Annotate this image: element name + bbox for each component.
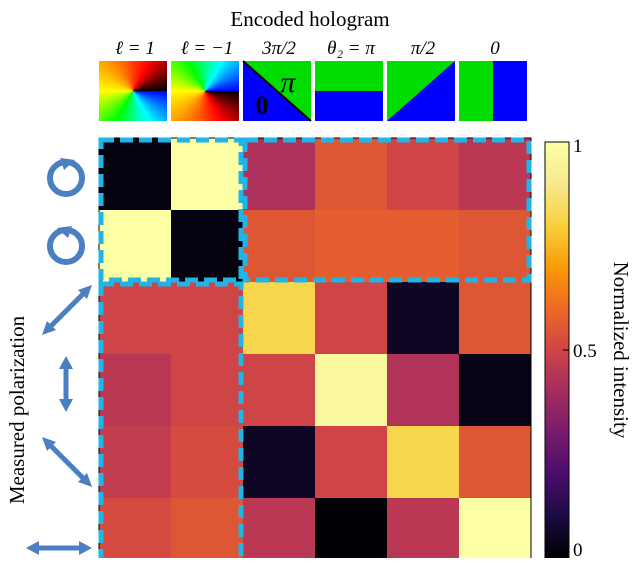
- heatmap-cell: [459, 282, 532, 355]
- colorbar-ticks: 10.50: [563, 136, 597, 561]
- heatmap-cell: [99, 138, 172, 211]
- heatmap-cell: [387, 210, 460, 283]
- heatmap-cell: [459, 426, 532, 499]
- heatmap-cell: [315, 138, 388, 211]
- heatmap-cell: [99, 426, 172, 499]
- column-label: θ₂ = π: [327, 38, 375, 59]
- column-labels: ℓ = 1 ℓ = −1 3π/2 θ₂ = π π/2 0: [115, 38, 500, 59]
- highlight-box: [98, 281, 244, 563]
- heatmap-cells: [98, 137, 532, 563]
- column-label: 3π/2: [261, 38, 296, 59]
- heatmap-cell: [315, 498, 388, 563]
- column-label: ℓ = −1: [181, 38, 234, 59]
- heatmap-cell: [387, 282, 460, 355]
- hologram-pi-2: [387, 61, 455, 121]
- colorbar-tick-label: 1: [573, 136, 583, 157]
- right-circular-polarization-icon: [47, 158, 85, 197]
- heatmap-cell: [243, 210, 316, 283]
- hologram-3pi-2: π 0: [242, 60, 312, 122]
- heatmap-cell: [99, 498, 172, 563]
- highlight-boxes: [98, 137, 532, 563]
- left-circular-polarization-icon: [47, 226, 85, 265]
- heatmap-cell: [459, 138, 532, 211]
- polarization-icons: [26, 158, 92, 555]
- heatmap-cell: [459, 210, 532, 283]
- colorbar: 10.50 Normalized intensity: [544, 136, 633, 561]
- heatmap-cell: [171, 498, 244, 563]
- heatmap-cell: [387, 138, 460, 211]
- hologram-zero-label: 0: [256, 91, 269, 120]
- colorbar-tick-label: 0: [573, 540, 583, 558]
- heatmap-cell: [171, 282, 244, 355]
- heatmap-cell: [387, 426, 460, 499]
- hologram-zero: [459, 61, 527, 121]
- vertical-arrow-icon: [59, 356, 73, 412]
- heatmap-cell: [171, 354, 244, 427]
- heatmap-cell: [243, 138, 316, 211]
- heatmap-cell: [171, 138, 244, 211]
- heatmap-cell: [315, 354, 388, 427]
- heatmap-cell: [315, 426, 388, 499]
- hologram-theta2-pi: [315, 61, 383, 121]
- heatmap-cell: [99, 354, 172, 427]
- heatmap-cell: [171, 210, 244, 283]
- heatmap-cell: [315, 282, 388, 355]
- y-axis-label: Measured polarization: [5, 315, 29, 504]
- heatmap-cell: [243, 282, 316, 355]
- heatmap-cell: [171, 426, 244, 499]
- colorbar-label: Normalized intensity: [609, 262, 633, 439]
- heatmap-cell: [387, 354, 460, 427]
- heatmap-cell: [459, 354, 532, 427]
- horizontal-arrow-icon: [26, 541, 92, 555]
- heatmap-cell: [243, 498, 316, 563]
- heatmap-cell: [99, 282, 172, 355]
- column-label: 0: [490, 38, 500, 59]
- heatmap-cell: [243, 354, 316, 427]
- column-label: π/2: [411, 38, 436, 59]
- heatmap-cell: [387, 498, 460, 563]
- diagonal-arrow-icon: [42, 285, 92, 335]
- colorbar-tick-label: 0.5: [573, 341, 597, 362]
- hologram-pi-label: π: [280, 66, 296, 99]
- hologram-l-minus-1: [171, 61, 239, 121]
- heatmap-cell: [315, 210, 388, 283]
- chart-title: Encoded hologram: [230, 7, 389, 31]
- hologram-thumbnails: π 0: [99, 60, 527, 122]
- highlight-box: [242, 137, 532, 283]
- hologram-l-plus-1: [99, 61, 167, 121]
- highlight-box: [98, 137, 244, 283]
- anti-diagonal-arrow-icon: [42, 437, 92, 487]
- column-label: ℓ = 1: [115, 38, 155, 59]
- heatmap-cell: [459, 498, 532, 563]
- heatmap-cell: [243, 426, 316, 499]
- heatmap-cell: [99, 210, 172, 283]
